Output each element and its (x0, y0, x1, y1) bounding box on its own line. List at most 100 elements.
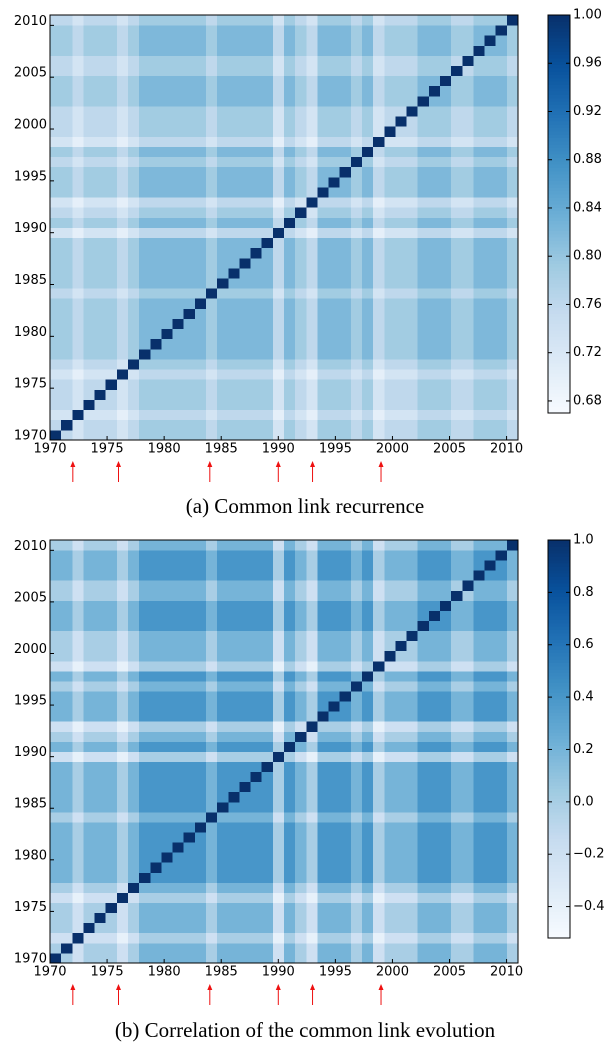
heatmap-cell (506, 55, 519, 66)
heatmap-cell (406, 126, 419, 137)
heatmap-cell (105, 217, 118, 228)
heatmap-cell (339, 35, 352, 46)
heatmap-cell (295, 247, 307, 259)
heatmap-panel: 1970 1975 1980 1985 1990 1995 2000 2005 20101970… (14, 539, 523, 1005)
colorbar-segment (548, 652, 570, 657)
heatmap-cell (295, 822, 307, 833)
heatmap-cell (384, 892, 396, 903)
heatmap-cell (105, 781, 118, 793)
heatmap-cell (72, 912, 84, 924)
heatmap-cell (128, 640, 140, 652)
heatmap-cell (94, 278, 107, 289)
heatmap-cell (384, 288, 396, 299)
heatmap-cell (295, 570, 307, 581)
heatmap-cell (495, 217, 508, 228)
heatmap-cell (384, 136, 396, 147)
heatmap-cell (395, 267, 407, 279)
heatmap-cell (317, 751, 329, 762)
heatmap-cell (228, 902, 240, 914)
heatmap-cell (94, 389, 107, 400)
heatmap-cell (284, 237, 296, 249)
heatmap-cell (194, 540, 207, 551)
heatmap-cell (306, 650, 318, 662)
heatmap-cell (161, 237, 173, 249)
heatmap-cell (373, 580, 385, 591)
colorbar-segment (548, 891, 570, 896)
heatmap-cell (362, 75, 374, 87)
heatmap-cell (183, 328, 196, 340)
heatmap-cell (362, 610, 374, 621)
heatmap-cell (206, 35, 218, 46)
heatmap-cell (440, 650, 452, 662)
heatmap-cell (373, 55, 385, 66)
heatmap-cell (462, 25, 474, 36)
heatmap-cell (194, 701, 207, 712)
heatmap-cell (428, 640, 441, 652)
heatmap-cell (350, 227, 363, 239)
heatmap-cell (183, 75, 196, 87)
heatmap-cell (462, 136, 474, 147)
heatmap-cell (116, 146, 129, 158)
heatmap-cell (150, 227, 162, 239)
heatmap-cell (406, 801, 419, 813)
heatmap-cell (50, 278, 62, 289)
heatmap-cell (105, 227, 118, 239)
heatmap-cell (295, 278, 307, 289)
heatmap-cell (317, 580, 329, 591)
heatmap-cell (83, 912, 95, 924)
heatmap-cell (362, 146, 374, 158)
plot-frame (49, 539, 519, 964)
heatmap-cell (284, 862, 296, 873)
heatmap-cell (451, 560, 463, 571)
heatmap-cell (139, 55, 151, 66)
heatmap-cell (250, 156, 263, 168)
heatmap-cell (328, 257, 341, 269)
heatmap-cell (350, 369, 363, 380)
heatmap-cell (183, 761, 196, 773)
heatmap-cell (462, 429, 474, 441)
colorbar-segment (548, 825, 570, 829)
heatmap-cell (362, 156, 374, 168)
heatmap-cell (317, 257, 329, 269)
heatmap-cell (139, 842, 151, 853)
colorbar-segment (548, 127, 570, 132)
heatmap-cell (451, 237, 463, 249)
colorbar-segment (548, 200, 570, 205)
heatmap-cell (328, 540, 341, 551)
heatmap-cell (172, 136, 185, 147)
heatmap-cell (495, 660, 508, 672)
heatmap-cell (495, 267, 508, 279)
heatmap-cell (362, 832, 374, 843)
heatmap-cell (128, 15, 140, 26)
heatmap-cell (295, 187, 307, 198)
heatmap-cell (417, 308, 430, 319)
heatmap-cell (339, 862, 352, 873)
heatmap-cell (406, 106, 419, 117)
heatmap-cell (384, 369, 396, 380)
heatmap-cell (484, 45, 497, 56)
heatmap-cell (61, 912, 73, 924)
heatmap-cell (61, 247, 73, 259)
heatmap-cell (50, 116, 62, 127)
heatmap-cell (440, 25, 452, 36)
heatmap-cell (206, 207, 218, 218)
heatmap-cell (328, 409, 341, 421)
heatmap-cell (105, 922, 118, 934)
heatmap-cell (373, 278, 385, 289)
heatmap-cell (261, 761, 274, 773)
heatmap-cell (161, 932, 173, 944)
heatmap-cell (183, 257, 196, 269)
heatmap-cell (105, 751, 118, 762)
heatmap-cell (150, 560, 162, 571)
heatmap-cell (50, 600, 62, 611)
heatmap-cell (228, 237, 240, 249)
heatmap-cell (94, 922, 107, 934)
heatmap-cell (295, 842, 307, 853)
heatmap-cell (373, 862, 385, 873)
heatmap-cell (194, 711, 207, 722)
heatmap-cell (306, 741, 318, 752)
heatmap-cell (239, 126, 251, 137)
heatmap-cell (50, 842, 62, 853)
heatmap-cell (194, 318, 207, 330)
heatmap-cell (440, 288, 452, 299)
